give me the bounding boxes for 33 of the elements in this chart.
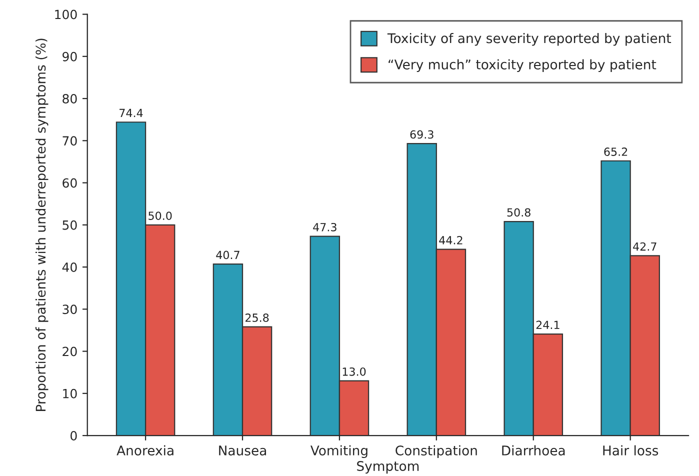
x-tick-label: Diarrhoea <box>502 445 565 456</box>
data-label: 13.0 <box>342 367 366 376</box>
data-label: 74.4 <box>120 108 143 118</box>
y-tick-label: 20 <box>62 346 77 356</box>
y-tick-label: 100 <box>55 10 77 20</box>
data-label: 69.3 <box>410 130 434 139</box>
x-tick-label: Anorexia <box>116 445 174 456</box>
x-tick-label: Nausea <box>219 446 266 456</box>
y-axis-title: Proportion of patients with underreported symptoms (%) <box>35 38 48 411</box>
legend-label: Toxicity of any severity reported by patient <box>387 33 672 46</box>
y-tick-label: 90 <box>62 52 77 62</box>
data-label: 40.7 <box>216 250 240 260</box>
y-tick-label: 0 <box>70 431 77 440</box>
y-tick-label: 10 <box>63 388 77 398</box>
data-label: 65.2 <box>604 148 628 156</box>
data-label: 50.8 <box>507 208 530 217</box>
x-tick-label: Vomiting <box>310 445 368 458</box>
y-tick-label: 60 <box>62 178 77 188</box>
x-axis-title: Symptom <box>357 461 419 474</box>
data-label: 44.2 <box>439 236 462 244</box>
x-tick-label: Hair loss <box>603 445 658 456</box>
y-tick-label: 50 <box>62 220 77 230</box>
data-label: 25.8 <box>245 314 269 322</box>
data-label: 42.7 <box>633 242 656 251</box>
y-tick-label: 80 <box>62 94 77 104</box>
y-tick-label: 70 <box>62 136 77 146</box>
x-tick-label: Constipation <box>396 445 477 458</box>
data-label: 50.0 <box>148 212 172 220</box>
y-tick-label: 40 <box>62 262 77 272</box>
legend-label: “Very much” toxicity reported by patient <box>388 59 656 72</box>
data-label: 24.1 <box>536 320 560 329</box>
data-label: 47.3 <box>313 222 336 232</box>
y-tick-label: 30 <box>62 304 77 314</box>
